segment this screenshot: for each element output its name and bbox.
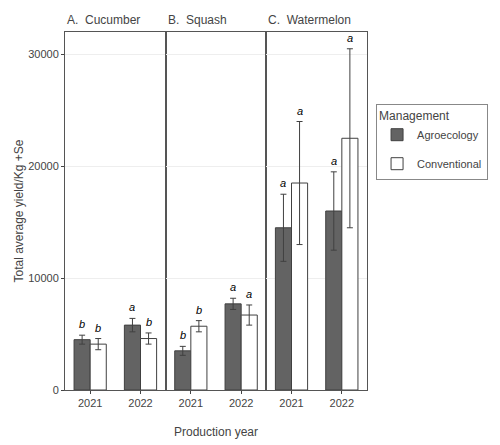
svg-text:Agroecology: Agroecology (417, 129, 479, 141)
svg-text:a: a (280, 177, 286, 189)
svg-text:b: b (180, 329, 186, 341)
svg-text:Management: Management (379, 109, 450, 123)
svg-text:b: b (196, 304, 202, 316)
svg-text:Total average yield/Kg +Se: Total average yield/Kg +Se (12, 139, 26, 282)
svg-text:30000: 30000 (28, 48, 59, 60)
svg-text:a: a (246, 288, 252, 300)
svg-text:0: 0 (53, 384, 59, 396)
svg-text:A. Cucumber: A. Cucumber (67, 13, 140, 27)
svg-text:b: b (146, 316, 152, 328)
svg-text:b: b (95, 322, 101, 334)
svg-text:a: a (297, 105, 303, 117)
svg-text:b: b (79, 318, 85, 330)
svg-text:2022: 2022 (229, 397, 253, 409)
svg-text:Production year: Production year (174, 425, 258, 439)
svg-text:a: a (331, 155, 337, 167)
svg-text:a: a (347, 32, 353, 44)
svg-text:a: a (129, 301, 135, 313)
svg-text:2022: 2022 (330, 397, 354, 409)
svg-text:2021: 2021 (78, 397, 102, 409)
svg-text:C. Watermelon: C. Watermelon (268, 13, 351, 27)
svg-text:Conventional: Conventional (417, 158, 481, 170)
svg-text:2021: 2021 (279, 397, 303, 409)
svg-text:2021: 2021 (179, 397, 203, 409)
svg-text:B. Squash: B. Squash (168, 13, 227, 27)
svg-text:20000: 20000 (28, 160, 59, 172)
svg-text:a: a (230, 281, 236, 293)
svg-text:2022: 2022 (128, 397, 152, 409)
svg-text:10000: 10000 (28, 272, 59, 284)
